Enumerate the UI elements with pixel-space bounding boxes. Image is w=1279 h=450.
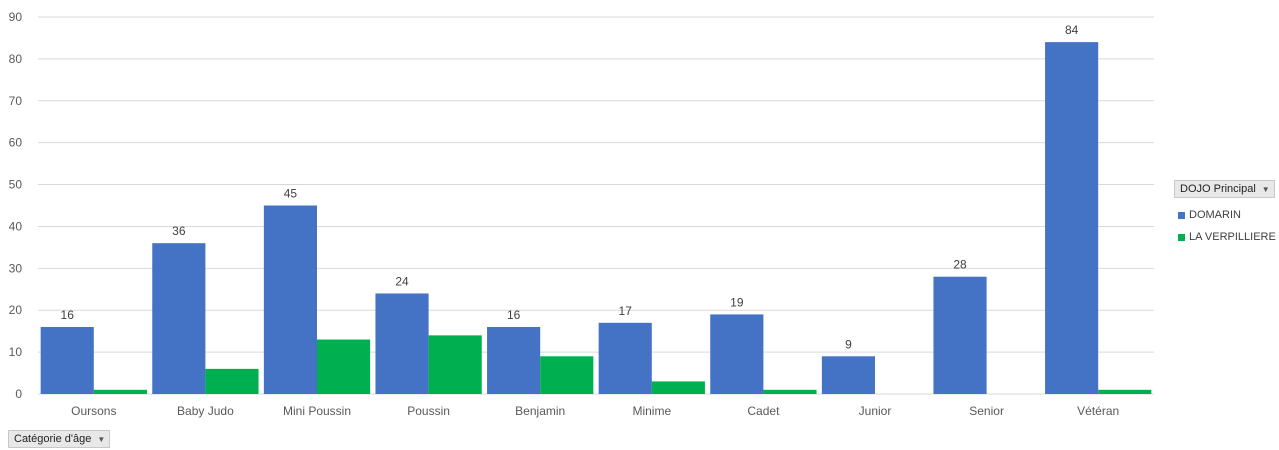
y-tick-label: 0 [15,387,22,401]
category-filter-label: Catégorie d'âge [14,433,92,445]
bars [40,42,1152,395]
y-tick-label: 40 [9,219,23,233]
y-axis-ticks: 0 10 20 30 40 50 60 70 80 90 [9,10,23,401]
bar-domarin [1045,42,1099,395]
bar-domarin [710,314,764,394]
bar-domarin [598,322,652,394]
x-tick-label: Mini Poussin [283,404,351,418]
x-tick-label: Senior [969,404,1004,418]
bar-la-verpilliere [540,356,594,394]
data-label: 28 [953,258,967,272]
data-label: 19 [730,295,744,309]
y-tick-label: 70 [9,94,23,108]
y-tick-label: 30 [9,261,23,275]
x-tick-label: Benjamin [515,404,565,418]
data-label: 9 [845,337,852,351]
x-tick-label: Cadet [747,404,780,418]
data-label: 16 [61,308,75,322]
bar-domarin [40,326,94,394]
data-label: 45 [284,187,298,201]
bar-la-verpilliere [205,368,259,394]
bar-la-verpilliere [763,389,817,394]
x-tick-label: Minime [632,404,671,418]
data-label: 36 [172,224,186,238]
x-tick-label: Oursons [71,404,116,418]
bar-la-verpilliere [93,389,147,394]
bar-la-verpilliere [428,335,482,394]
category-filter-button[interactable]: Catégorie d'âge ▼ [8,430,111,448]
x-tick-label: Poussin [407,404,450,418]
bar-domarin [152,243,206,394]
chevron-down-icon: ▼ [97,434,106,444]
y-tick-label: 20 [9,303,23,317]
y-tick-label: 10 [9,345,23,359]
bar-la-verpilliere [317,339,371,394]
bar-domarin [487,326,541,394]
legend-item-label: LA VERPILLIERE [1189,231,1276,243]
legend-swatch [1178,211,1185,219]
bar-domarin [933,276,987,394]
legend-item-la-verpilliere: LA VERPILLIERE [1178,226,1276,248]
legend-item-domarin: DOMARIN [1178,204,1276,226]
bar-domarin [263,205,317,394]
data-label: 17 [619,304,633,318]
x-tick-label: Vétéran [1077,404,1119,418]
x-tick-label: Junior [859,404,892,418]
bar-la-verpilliere [1098,389,1152,394]
legend-title: DOJO Principal [1180,183,1256,195]
x-tick-label: Baby Judo [177,404,234,418]
y-tick-label: 90 [9,10,23,24]
x-axis-ticks: Oursons Baby Judo Mini Poussin Poussin Benja… [71,404,1119,418]
data-label: 24 [395,274,409,288]
gridlines [38,16,1154,395]
data-label: 84 [1065,23,1079,37]
legend-swatch [1178,233,1185,241]
legend: DOMARIN LA VERPILLIERE [1178,204,1276,248]
y-tick-label: 80 [9,52,23,66]
chevron-down-icon: ▼ [1261,184,1270,194]
y-tick-label: 50 [9,178,23,192]
bar-domarin [821,356,875,394]
y-tick-label: 60 [9,136,23,150]
legend-filter-button[interactable]: DOJO Principal ▼ [1174,180,1275,198]
bar-la-verpilliere [651,381,705,394]
data-label: 16 [507,308,521,322]
data-labels: 16 36 45 24 16 17 19 9 28 84 [61,23,1079,351]
legend-item-label: DOMARIN [1189,209,1241,221]
bar-domarin [375,293,429,394]
